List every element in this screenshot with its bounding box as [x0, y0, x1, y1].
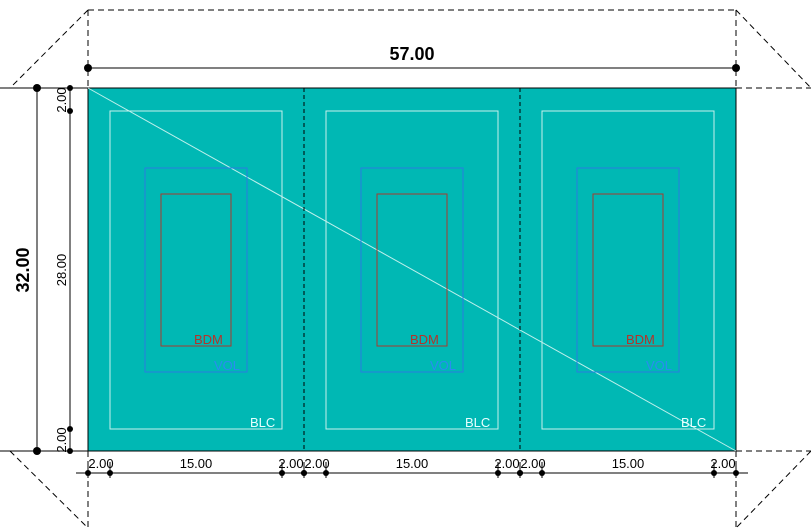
bottom-dimension-label: 15.00 [612, 456, 645, 471]
bottom-dimension-label: 15.00 [180, 456, 213, 471]
blc-label: BLC [250, 415, 275, 430]
envelope-top-left-diagonal [9, 9, 89, 89]
dimension-dot [67, 85, 73, 91]
bdm-boundary [160, 193, 232, 347]
dimension-dot [67, 426, 73, 432]
bdm-label: BDM [194, 332, 223, 347]
dimension-dot [732, 64, 740, 72]
overall-width-label: 57.00 [389, 44, 434, 64]
bottom-dimension-dots [85, 462, 739, 478]
dimension-dot [33, 84, 41, 92]
vol-label: VOL [646, 358, 672, 373]
dimension-dot [84, 64, 92, 72]
envelope-top-right-diagonal [735, 9, 811, 89]
lot-2: BDM VOL BLC [325, 110, 499, 430]
bdm-boundary [376, 193, 448, 347]
bdm-label: BDM [410, 332, 439, 347]
dimension-dot [67, 108, 73, 114]
overall-height-label: 32.00 [13, 247, 33, 292]
bottom-dimension-label: 2.00 [710, 456, 735, 471]
bottom-dimension-label: 2.00 [494, 456, 519, 471]
vol-boundary [576, 167, 680, 373]
blc-boundary [109, 110, 283, 430]
left-inner-dimension: 2.00 28.00 2.00 [54, 85, 73, 454]
bottom-dimension-label: 2.00 [278, 456, 303, 471]
bottom-dimension: 2.00 15.00 2.00 2.00 15.00 2.00 2.00 15.00 2.00 [76, 456, 748, 478]
bottom-dimension-label: 2.00 [520, 456, 545, 471]
bottom-setback-label: 2.00 [54, 427, 69, 452]
lot-dividers [303, 88, 521, 451]
lot-3: BDM VOL BLC [541, 110, 715, 430]
bottom-dimension-label: 2.00 [304, 456, 329, 471]
envelope-bottom-right-diagonal [735, 450, 811, 528]
blc-label: BLC [681, 415, 706, 430]
blc-boundary [541, 110, 715, 430]
envelope-bottom-left-diagonal [9, 450, 89, 528]
bottom-dimension-labels: 2.00 15.00 2.00 2.00 15.00 2.00 2.00 15.00 2.00 [88, 456, 735, 471]
left-overall-dimension: 32.00 [0, 84, 88, 455]
bdm-boundary [592, 193, 664, 347]
inner-height-label: 28.00 [54, 254, 69, 287]
vol-boundary [144, 167, 248, 373]
blc-boundary [325, 110, 499, 430]
vol-boundary [360, 167, 464, 373]
dimension-dot [33, 447, 41, 455]
dimension-dot [67, 448, 73, 454]
site-diagonal [87, 87, 737, 452]
bottom-dimension-label: 15.00 [396, 456, 429, 471]
lot-1: BDM VOL BLC [109, 110, 283, 430]
vol-label: VOL [214, 358, 240, 373]
bdm-label: BDM [626, 332, 655, 347]
bottom-dimension-label: 2.00 [88, 456, 113, 471]
vol-label: VOL [430, 358, 456, 373]
top-setback-label: 2.00 [54, 87, 69, 112]
blc-label: BLC [465, 415, 490, 430]
top-dimension: 57.00 [84, 44, 740, 72]
